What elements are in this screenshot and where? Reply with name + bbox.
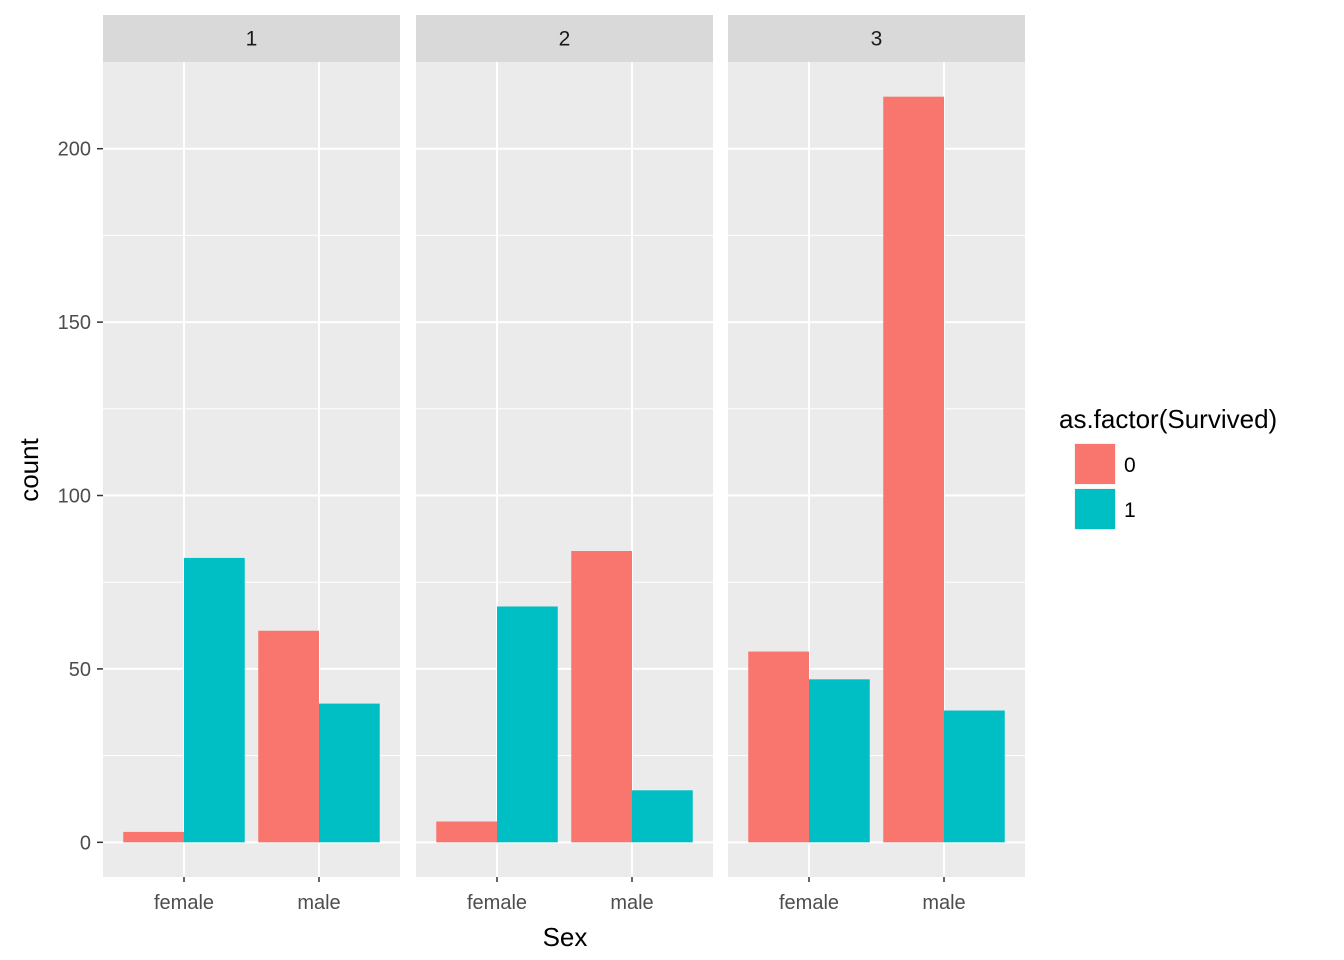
bar-2-male-survived-1 [632, 790, 693, 843]
y-tick-label: 200 [58, 139, 91, 161]
bar-1-female-survived-0 [123, 831, 184, 843]
bar-3-female-survived-0 [748, 651, 809, 843]
facet-strip-label: 1 [246, 28, 258, 51]
y-axis-title: count [14, 437, 44, 501]
y-tick-label: 150 [58, 312, 91, 334]
legend-label-1: 1 [1124, 499, 1136, 522]
facet-panel-3: 3 female male [728, 15, 1025, 914]
facet-panel-1: 1 female male [103, 15, 400, 914]
facet-strip [728, 15, 1025, 62]
facet-strip [103, 15, 400, 62]
bar-2-female-survived-1 [497, 606, 558, 843]
bar-3-male-survived-0 [883, 96, 944, 843]
bar-3-female-survived-1 [809, 679, 870, 843]
panels-layer: 1 female male 2 female male 3 female male [103, 15, 1025, 914]
y-tick-label: 0 [80, 832, 91, 854]
x-tick-label: female [467, 892, 527, 914]
legend: as.factor(Survived) 0 1 [1059, 404, 1277, 530]
legend-title: as.factor(Survived) [1059, 404, 1277, 434]
bar-3-male-survived-1 [944, 710, 1005, 843]
legend-key-0 [1075, 444, 1115, 484]
bar-2-male-survived-0 [571, 551, 632, 843]
legend-label-0: 0 [1124, 454, 1136, 477]
facet-strip-label: 2 [559, 28, 571, 51]
y-tick-label: 50 [69, 659, 91, 681]
y-tick-label: 100 [58, 486, 91, 508]
x-tick-label: female [779, 892, 839, 914]
facet-strip-label: 3 [871, 28, 883, 51]
bar-1-male-survived-0 [258, 630, 319, 843]
y-axis: 0 50 100 150 200 [58, 139, 103, 854]
bar-1-female-survived-1 [184, 557, 245, 843]
legend-key-1 [1075, 489, 1115, 529]
facet-strip [416, 15, 713, 62]
x-tick-label: male [922, 892, 965, 914]
panel-background [416, 62, 713, 877]
bar-1-male-survived-1 [319, 703, 380, 843]
bar-2-female-survived-0 [436, 821, 497, 843]
x-tick-label: male [297, 892, 340, 914]
x-axis-title: Sex [543, 922, 588, 952]
x-tick-label: male [610, 892, 653, 914]
facet-panel-2: 2 female male [416, 15, 713, 914]
x-tick-label: female [154, 892, 214, 914]
